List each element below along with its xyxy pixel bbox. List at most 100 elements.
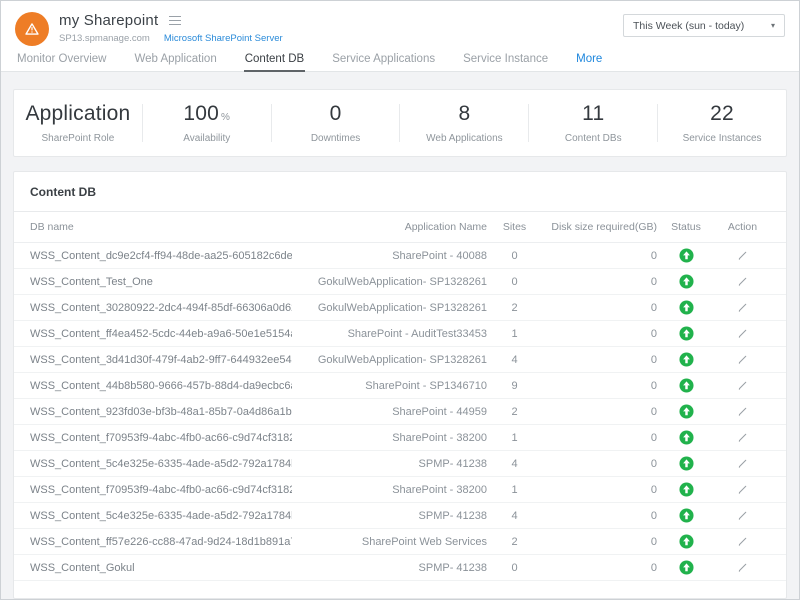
tab-bar: Monitor Overview Web Application Content D…	[1, 51, 799, 72]
page-title: my Sharepoint	[59, 12, 159, 29]
disk-size-cell: 0	[650, 301, 657, 314]
action-cell	[715, 327, 770, 340]
edit-pencil-icon[interactable]	[736, 483, 749, 496]
application-name-cell: GokulWebApplication- SP1328261	[317, 353, 487, 366]
status-up-icon	[678, 326, 694, 341]
stat-service-instances: 22 Service Instances	[658, 102, 786, 144]
edit-pencil-icon[interactable]	[736, 275, 749, 288]
db-name-cell: WSS_Content_5c4e325e-6335-4ade-a5d2-792a…	[30, 457, 292, 470]
status-cell	[657, 248, 715, 263]
application-name-cell: SharePoint - 40088	[392, 249, 487, 262]
stat-value: 8	[458, 102, 471, 125]
edit-pencil-icon[interactable]	[736, 509, 749, 522]
content-db-panel: Content DB DB name Application Name Sites D…	[13, 171, 787, 599]
db-name-cell: WSS_Content_Gokul	[30, 561, 135, 574]
application-name-cell: GokulWebApplication- SP1328261	[317, 275, 487, 288]
tab-service-instance[interactable]: Service Instance	[463, 53, 549, 65]
db-name-cell: WSS_Content_ff57e226-cc88-47ad-9d24-18d1…	[30, 535, 292, 548]
status-up-icon	[678, 456, 694, 471]
status-cell	[657, 430, 715, 445]
sites-cell: 1	[511, 431, 518, 444]
disk-size-cell: 0	[650, 405, 657, 418]
disk-size-cell: 0	[650, 509, 657, 522]
server-type-link[interactable]: Microsoft SharePoint Server	[163, 33, 283, 44]
table-row: WSS_Content_Gokul SPMP- 41238 0 0	[14, 555, 786, 581]
db-name-cell: WSS_Content_f70953f9-4abc-4fb0-ac66-c9d7…	[30, 431, 292, 444]
application-name-cell: SharePoint - 38200	[392, 431, 487, 444]
sites-cell: 1	[511, 327, 518, 340]
status-cell	[657, 534, 715, 549]
period-selector-value: This Week (sun - today)	[633, 19, 745, 32]
db-name-cell: WSS_Content_30280922-2dc4-494f-85df-6630…	[30, 301, 292, 314]
table-row: WSS_Content_44b8b580-9666-457b-88d4-da9e…	[14, 373, 786, 399]
status-up-icon	[678, 560, 694, 575]
sites-cell: 4	[511, 457, 518, 470]
tab-service-applications[interactable]: Service Applications	[332, 53, 436, 65]
status-cell	[657, 560, 715, 575]
disk-size-cell: 0	[650, 379, 657, 392]
stat-label: Downtimes	[310, 133, 361, 144]
disk-size-cell: 0	[650, 249, 657, 262]
edit-pencil-icon[interactable]	[736, 379, 749, 392]
tab-web-application[interactable]: Web Application	[134, 53, 217, 65]
edit-pencil-icon[interactable]	[736, 301, 749, 314]
edit-pencil-icon[interactable]	[736, 431, 749, 444]
column-header-status: Status	[671, 221, 701, 233]
status-up-icon	[678, 274, 694, 289]
sites-cell: 0	[511, 249, 518, 262]
table-header-row: DB name Application Name Sites Disk size re…	[14, 212, 786, 243]
edit-pencil-icon[interactable]	[736, 327, 749, 340]
status-up-icon	[678, 378, 694, 393]
edit-pencil-icon[interactable]	[736, 405, 749, 418]
status-up-icon	[678, 482, 694, 497]
db-name-cell: WSS_Content_44b8b580-9666-457b-88d4-da9e…	[30, 379, 292, 392]
status-cell	[657, 352, 715, 367]
edit-pencil-icon[interactable]	[736, 249, 749, 262]
column-header-sites: Sites	[502, 221, 527, 233]
sites-cell: 9	[511, 379, 518, 392]
status-up-icon	[678, 300, 694, 315]
status-cell	[657, 456, 715, 471]
tab-more[interactable]: More	[576, 53, 603, 65]
edit-pencil-icon[interactable]	[736, 457, 749, 470]
stat-availability: 100% Availability	[143, 102, 271, 144]
disk-size-cell: 0	[650, 327, 657, 340]
action-cell	[715, 483, 770, 496]
edit-pencil-icon[interactable]	[736, 561, 749, 574]
action-cell	[715, 405, 770, 418]
edit-pencil-icon[interactable]	[736, 535, 749, 548]
chevron-down-icon: ▾	[770, 21, 775, 30]
status-cell	[657, 508, 715, 523]
action-cell	[715, 301, 770, 314]
table-row: WSS_Content_Test_One GokulWebApplication-…	[14, 269, 786, 295]
action-cell	[715, 509, 770, 522]
menu-icon[interactable]	[167, 14, 183, 28]
disk-size-cell: 0	[650, 561, 657, 574]
table-row: WSS_Content_5c4e325e-6335-4ade-a5d2-792a…	[14, 451, 786, 477]
action-cell	[715, 561, 770, 574]
action-cell	[715, 275, 770, 288]
disk-size-cell: 0	[650, 275, 657, 288]
action-cell	[715, 353, 770, 366]
stat-sharepoint-role: Application SharePoint Role	[14, 102, 142, 144]
table-row: WSS_Content_ff57e226-cc88-47ad-9d24-18d1…	[14, 529, 786, 555]
period-selector[interactable]: This Week (sun - today) ▾	[623, 14, 785, 37]
table-row: WSS_Content_5c4e325e-6335-4ade-a5d2-792a…	[14, 503, 786, 529]
application-name-cell: SharePoint Web Services	[361, 535, 487, 548]
summary-stats-card: Application SharePoint Role 100% Availabili…	[13, 89, 787, 157]
application-name-cell: SharePoint - AuditTest33453	[347, 327, 487, 340]
table-row: WSS_Content_f70953f9-4abc-4fb0-ac66-c9d7…	[14, 477, 786, 503]
disk-size-cell: 0	[650, 483, 657, 496]
monitor-logo	[15, 12, 49, 46]
table-row: WSS_Content_3d41d30f-479f-4ab2-9ff7-6449…	[14, 347, 786, 373]
stat-label: Content DBs	[564, 133, 622, 144]
tab-content-db[interactable]: Content DB	[243, 53, 306, 72]
table-row: WSS_Content_923fd03e-bf3b-48a1-85b7-0a4d…	[14, 399, 786, 425]
tab-monitor-overview[interactable]: Monitor Overview	[17, 53, 107, 65]
stat-label: Web Applications	[426, 133, 503, 144]
edit-pencil-icon[interactable]	[736, 353, 749, 366]
db-name-cell: WSS_Content_923fd03e-bf3b-48a1-85b7-0a4d…	[30, 405, 292, 418]
status-cell	[657, 378, 715, 393]
status-cell	[657, 482, 715, 497]
status-up-icon	[678, 248, 694, 263]
